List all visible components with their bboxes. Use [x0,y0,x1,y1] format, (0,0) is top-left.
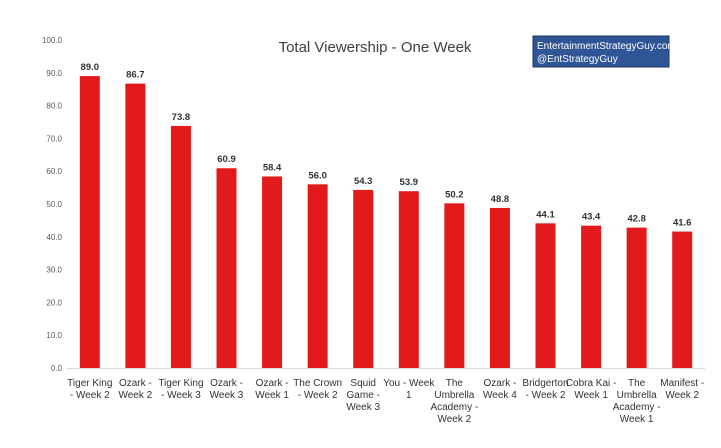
category-label: Ozark -Week 4 [483,378,517,401]
bar [170,125,191,368]
y-tick-label: 60.0 [46,167,62,176]
bar-value-label: 89.0 [81,62,100,73]
y-tick-label: 10.0 [46,331,62,340]
y-tick-label: 0.0 [51,364,63,373]
bar [353,189,374,368]
bar-value-label: 60.9 [217,154,236,165]
category-label: Bridgerton - Week 2 [522,378,568,401]
bar-value-label: 48.8 [491,194,510,205]
bar [581,225,602,368]
bar [535,223,556,368]
watermark-box: EntertainmentStrategyGuy.com @EntStrateg… [532,35,676,68]
bar [307,184,328,368]
bar-value-label: 53.9 [400,177,419,188]
category-label: Ozark -Week 2 [118,378,152,401]
bar [489,207,510,368]
bar-value-label: 42.8 [627,214,646,225]
y-tick-label: 20.0 [46,298,62,307]
category-label: The Umbrella Academy -Week 1 [613,378,661,425]
chart-title: Total Viewership - One Week [279,39,472,56]
category-label: Tiger King - Week 3 [158,378,203,401]
y-tick-label: 90.0 [46,69,62,78]
category-labels-group: Tiger King - Week 2 Ozark -Week 2 Tiger Kin… [67,378,704,425]
bar-value-label: 54.3 [354,176,373,187]
watermark-handle: @EntStrategyGuy [537,54,618,65]
y-tick-label: 30.0 [46,266,62,275]
bar-value-label: 86.7 [126,70,145,81]
y-tick-label: 50.0 [46,200,62,209]
bar [79,76,100,368]
category-label: The Umbrella Academy -Week 2 [430,378,478,425]
y-axis: 0.0 10.0 20.0 30.0 40.0 50.0 60.0 70.0 80.0 90.0 1… [42,36,63,373]
bar [125,83,146,369]
bar [672,231,693,368]
category-label: Ozark -Week 1 [255,378,289,401]
bar [626,227,647,368]
category-label: You - Week 1 [383,378,435,401]
category-label: Cobra Kai -Week 1 [566,378,617,401]
category-label: Squid Game -Week 3 [346,378,380,413]
y-tick-label: 80.0 [46,102,62,111]
category-label: Ozark -Week 3 [210,378,244,401]
bar-value-label: 73.8 [172,112,191,123]
bar [444,203,465,368]
bar [216,168,237,368]
bar-value-label: 41.6 [673,218,692,229]
bar [398,191,419,368]
watermark-background [532,35,670,68]
bar [262,176,283,368]
bars-group [79,76,693,369]
value-labels-group: 89.0 86.7 73.8 60.9 58.4 56.0 54.3 53.9 50.2 48.8… [81,62,692,228]
y-tick-label: 40.0 [46,233,62,242]
category-label: Tiger King - Week 2 [67,378,112,401]
watermark-site: EntertainmentStrategyGuy.com [537,41,676,52]
bar-value-label: 43.4 [582,212,601,223]
y-tick-label: 70.0 [46,134,62,143]
category-label: The Crown - Week 2 [293,378,342,401]
category-label: Manifest -Week 2 [660,378,704,401]
bar-value-label: 56.0 [308,170,327,181]
bar-value-label: 58.4 [263,162,282,173]
bar-value-label: 44.1 [536,209,555,220]
bar-value-label: 50.2 [445,189,464,200]
y-tick-label: 100.0 [42,36,63,45]
